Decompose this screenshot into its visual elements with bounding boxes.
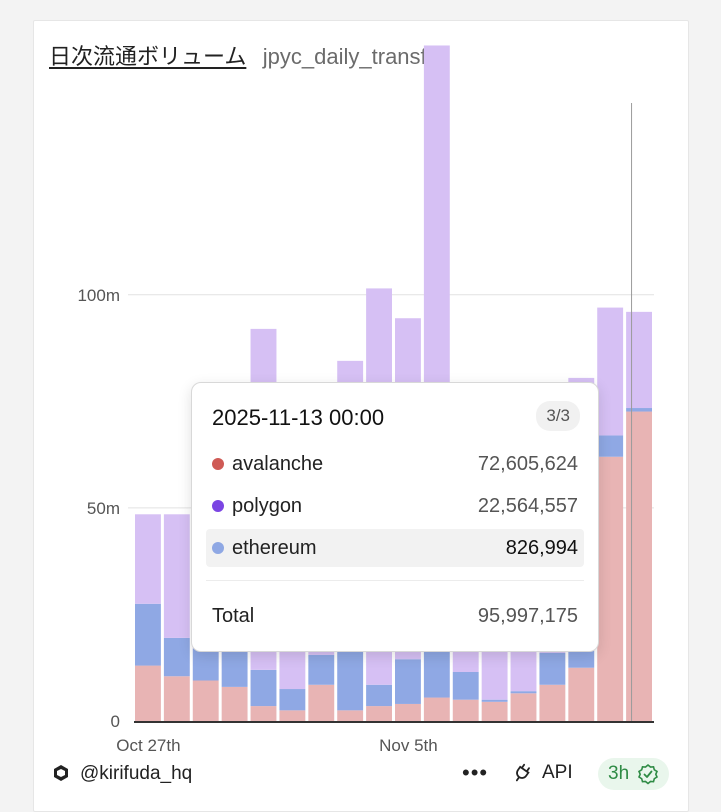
tooltip-series-value: 826,994 — [505, 536, 578, 559]
tooltip-total-value: 95,997,175 — [477, 605, 578, 627]
avalanche-color-dot — [212, 458, 224, 470]
bar-segment-ethereum — [279, 689, 306, 711]
bar-segment-avalanche — [135, 665, 161, 721]
bar-segment-avalanche — [597, 456, 624, 721]
bar-segment-ethereum — [395, 659, 421, 704]
x-tick-label: Oct 27th — [116, 736, 180, 755]
tooltip-date: 2025-11-13 00:00 — [212, 405, 385, 430]
chart-tooltip: 2025-11-13 00:00 3/3 avalanche 72,605,62… — [191, 382, 599, 652]
bar-segment-avalanche — [452, 699, 479, 721]
verified-check-icon — [638, 763, 659, 785]
bar-segment-avalanche — [250, 706, 277, 721]
api-button[interactable]: API — [512, 762, 573, 784]
bar-segment-ethereum — [423, 650, 450, 698]
chart-footer: @kirifuda_hq ••• API 3h — [48, 758, 678, 790]
bar-segment-avalanche — [337, 710, 364, 721]
bar-segment-ethereum — [192, 648, 219, 681]
tooltip-page-indicator: 3/3 — [536, 401, 580, 431]
bar-segment-polygon — [626, 311, 652, 409]
bar-segment-ethereum — [452, 671, 479, 700]
bar-segment-ethereum — [135, 603, 161, 666]
bar-segment-ethereum — [250, 669, 277, 707]
bar-segment-ethereum — [481, 699, 508, 702]
bar-segment-avalanche — [279, 710, 306, 721]
more-options-button[interactable]: ••• — [462, 760, 489, 785]
bar-segment-ethereum — [597, 435, 624, 457]
tooltip-series-value: 22,564,557 — [477, 494, 578, 517]
bar-segment-polygon — [163, 514, 190, 638]
tooltip-series-name: avalanche — [232, 452, 324, 475]
tooltip-total-row: Total 95,997,175 — [212, 605, 578, 628]
bar-segment-ethereum — [221, 650, 248, 687]
creator-handle-link[interactable]: @kirifuda_hq — [80, 763, 193, 784]
bar-segment-avalanche — [510, 693, 537, 721]
bar-segment-ethereum — [539, 652, 566, 685]
polygon-color-dot — [212, 500, 224, 512]
bar-segment-avalanche — [366, 706, 392, 721]
api-label: API — [542, 762, 573, 783]
bar-segment-ethereum — [626, 408, 652, 412]
bar-segment-avalanche — [568, 667, 595, 721]
freshness-badge[interactable]: 3h — [598, 758, 670, 790]
team-logo-icon — [54, 765, 68, 781]
tooltip-series-value: 72,605,624 — [477, 452, 578, 475]
bar-segment-avalanche — [192, 680, 219, 721]
y-tick-label: 50m — [87, 499, 120, 518]
tooltip-series-name: polygon — [232, 494, 303, 517]
chart-title-link[interactable]: 日次流通ボリューム — [49, 44, 247, 69]
bar-segment-avalanche — [395, 703, 421, 721]
bar-segment-ethereum — [366, 684, 392, 707]
tooltip-row-ethereum: ethereum 826,994 — [206, 529, 584, 567]
bar-segment-ethereum — [510, 691, 537, 694]
x-tick-label: Nov 5th — [379, 736, 438, 755]
ethereum-color-dot — [212, 542, 224, 554]
y-tick-label: 0 — [111, 712, 120, 731]
bar-segment-ethereum — [337, 646, 364, 711]
plug-icon — [515, 763, 530, 782]
bar-segment-avalanche — [163, 676, 190, 721]
tooltip-series-name: ethereum — [232, 536, 317, 559]
query-name: jpyc_daily_transfer — [262, 44, 447, 69]
bar-segment-avalanche — [481, 701, 508, 721]
bar-segment-avalanche — [308, 684, 335, 721]
bar-segment-ethereum — [568, 650, 595, 668]
tooltip-row-avalanche: avalanche 72,605,624 — [206, 445, 584, 483]
freshness-label: 3h — [608, 763, 630, 784]
bar-segment-avalanche — [626, 411, 652, 721]
chart-header: 日次流通ボリューム jpyc_daily_transfer — [49, 39, 446, 71]
bar-segment-polygon — [597, 307, 624, 436]
tooltip-divider — [206, 580, 584, 581]
bar-segment-avalanche — [423, 697, 450, 721]
bar-segment-ethereum — [163, 637, 190, 677]
bar-segment-polygon — [135, 514, 161, 604]
bar-segment-avalanche — [221, 686, 248, 721]
bar-segment-ethereum — [308, 654, 335, 685]
y-tick-label: 100m — [77, 286, 120, 305]
tooltip-row-polygon: polygon 22,564,557 — [206, 487, 584, 525]
bar-segment-avalanche — [539, 684, 566, 721]
tooltip-total-label: Total — [212, 605, 255, 627]
